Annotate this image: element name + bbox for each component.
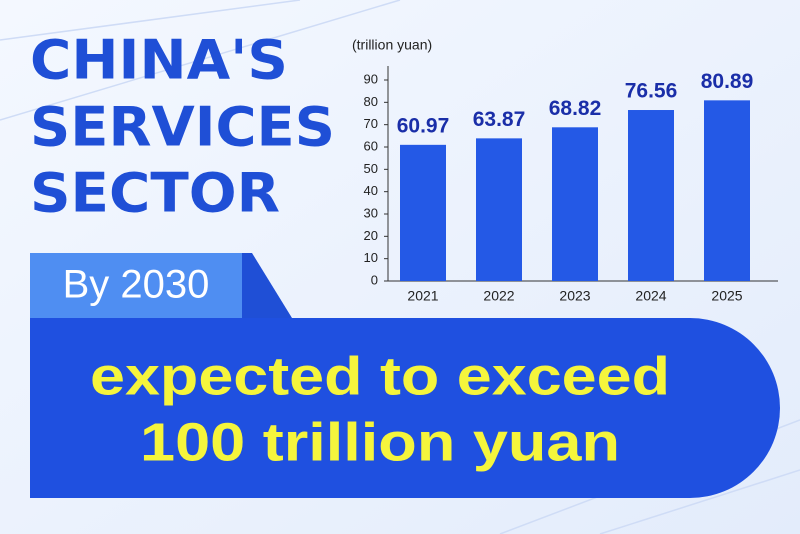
badge-tab: [240, 253, 292, 318]
y-tick-label: 70: [364, 116, 378, 131]
y-tick-label: 0: [371, 272, 378, 287]
y-tick-label: 10: [364, 250, 378, 265]
headline: SECTOR: [30, 162, 280, 225]
y-tick-label: 40: [364, 183, 378, 198]
chart: (trillion yuan) 0 10 20 30 40 50 60 70 80 90 2021 60…: [352, 37, 778, 304]
value-label: 80.89: [701, 70, 754, 93]
y-tick-label: 80: [364, 94, 378, 109]
value-label: 68.82: [549, 97, 602, 120]
y-tick-label: 60: [364, 138, 378, 153]
bar: [628, 110, 674, 282]
bar: [476, 138, 522, 281]
x-tick-label: 2023: [559, 288, 590, 304]
headline: CHINA'S: [30, 29, 288, 92]
badge-text: By 2030: [63, 263, 210, 307]
y-axis-label: (trillion yuan): [352, 37, 432, 53]
banner-text: expected to exceed: [90, 346, 670, 406]
y-tick-label: 90: [364, 71, 378, 86]
y-tick-label: 20: [364, 228, 378, 243]
bar: [704, 100, 750, 281]
x-tick-label: 2025: [711, 288, 742, 304]
headline: SERVICES: [30, 96, 335, 159]
x-tick-label: 2021: [407, 288, 438, 304]
banner: [30, 318, 780, 498]
x-tick-label: 2022: [483, 288, 514, 304]
value-label: 63.87: [473, 108, 526, 131]
value-label: 76.56: [625, 80, 678, 103]
bar: [400, 144, 446, 281]
value-label: 60.97: [397, 114, 450, 137]
y-tick-label: 30: [364, 205, 378, 220]
banner-text: 100 trillion yuan: [140, 412, 620, 472]
x-tick-label: 2024: [635, 288, 666, 304]
bar: [552, 127, 598, 281]
y-tick-label: 50: [364, 161, 378, 176]
badge-box: [30, 253, 242, 318]
